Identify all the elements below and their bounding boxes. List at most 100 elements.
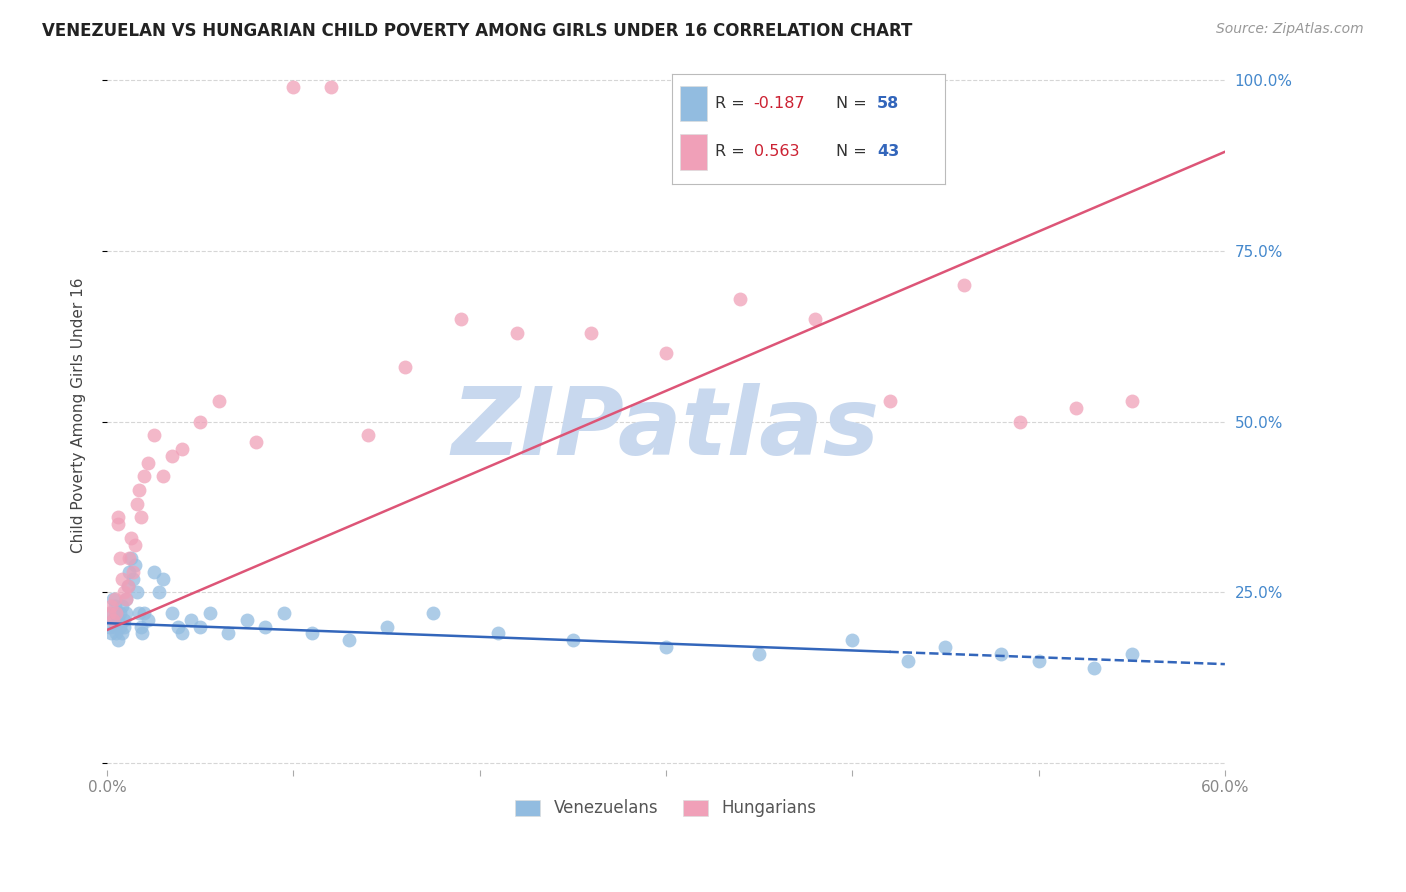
Point (129, 510, 152, 524)
Point (1083, 660, 1105, 674)
Legend: Venezuelans, Hungarians: Venezuelans, Hungarians (508, 791, 825, 826)
Text: ZIPatlas: ZIPatlas (451, 383, 880, 475)
Point (107, 510, 129, 524)
Point (1028, 654, 1050, 668)
Point (879, 394, 901, 409)
Point (117, 578, 139, 592)
Point (934, 640, 956, 654)
Point (841, 633, 863, 648)
Point (124, 558, 146, 572)
Point (131, 626, 153, 640)
Point (375, 619, 398, 633)
Point (337, 633, 360, 648)
Point (236, 613, 259, 627)
Point (114, 606, 136, 620)
Point (128, 483, 150, 497)
Point (198, 606, 221, 620)
Point (100, 606, 122, 620)
Point (111, 626, 134, 640)
Point (114, 592, 136, 607)
Point (125, 585, 148, 599)
Point (152, 469, 174, 483)
Point (97, 619, 120, 633)
Point (101, 613, 124, 627)
Point (188, 619, 211, 633)
Point (804, 312, 827, 326)
Point (97, 606, 120, 620)
Point (134, 469, 156, 483)
Point (422, 606, 444, 620)
Point (301, 626, 323, 640)
Point (148, 585, 170, 599)
Point (162, 449, 184, 463)
Point (111, 599, 134, 613)
Point (107, 613, 129, 627)
Point (450, 312, 472, 326)
Point (112, 585, 135, 599)
Point (136, 613, 159, 627)
Point (152, 572, 174, 586)
Point (107, 517, 129, 532)
Point (1008, 415, 1031, 429)
Point (120, 551, 142, 566)
Point (103, 592, 125, 607)
Point (108, 551, 131, 566)
Point (142, 428, 165, 442)
Y-axis label: Child Poverty Among Girls Under 16: Child Poverty Among Girls Under 16 (72, 277, 86, 552)
Point (162, 606, 184, 620)
Point (120, 531, 142, 545)
Point (953, 278, 976, 293)
Point (208, 394, 231, 409)
Point (118, 551, 141, 566)
Point (748, 647, 770, 661)
Point (114, 592, 136, 607)
Point (103, 619, 125, 633)
Point (112, 619, 135, 633)
Point (101, 592, 124, 607)
Point (122, 572, 145, 586)
Point (100, 626, 122, 640)
Point (245, 435, 267, 450)
Point (990, 647, 1012, 661)
Point (100, 599, 122, 613)
Point (129, 619, 152, 633)
Point (1121, 647, 1143, 661)
Point (122, 565, 145, 579)
Point (125, 497, 148, 511)
Point (1064, 401, 1087, 415)
Point (188, 415, 211, 429)
Point (655, 640, 678, 654)
Point (112, 613, 135, 627)
Point (111, 572, 134, 586)
Point (897, 654, 920, 668)
Point (730, 292, 752, 306)
Point (117, 578, 139, 592)
Point (506, 326, 529, 340)
Point (217, 626, 239, 640)
Point (107, 633, 129, 648)
Point (124, 538, 146, 552)
Point (170, 626, 193, 640)
Point (105, 606, 128, 620)
Point (319, 79, 342, 94)
Point (486, 626, 509, 640)
Point (108, 606, 131, 620)
Text: Source: ZipAtlas.com: Source: ZipAtlas.com (1216, 22, 1364, 37)
Point (103, 599, 125, 613)
Point (283, 79, 305, 94)
Point (108, 619, 131, 633)
Point (180, 613, 202, 627)
Point (655, 346, 678, 360)
Point (1121, 394, 1143, 409)
Point (394, 359, 416, 374)
Point (105, 606, 128, 620)
Point (101, 613, 124, 627)
Point (142, 565, 165, 579)
Point (128, 606, 150, 620)
Point (581, 326, 603, 340)
Point (136, 456, 159, 470)
Text: VENEZUELAN VS HUNGARIAN CHILD POVERTY AMONG GIRLS UNDER 16 CORRELATION CHART: VENEZUELAN VS HUNGARIAN CHILD POVERTY AM… (42, 22, 912, 40)
Point (357, 428, 380, 442)
Point (167, 619, 190, 633)
Point (118, 565, 141, 579)
